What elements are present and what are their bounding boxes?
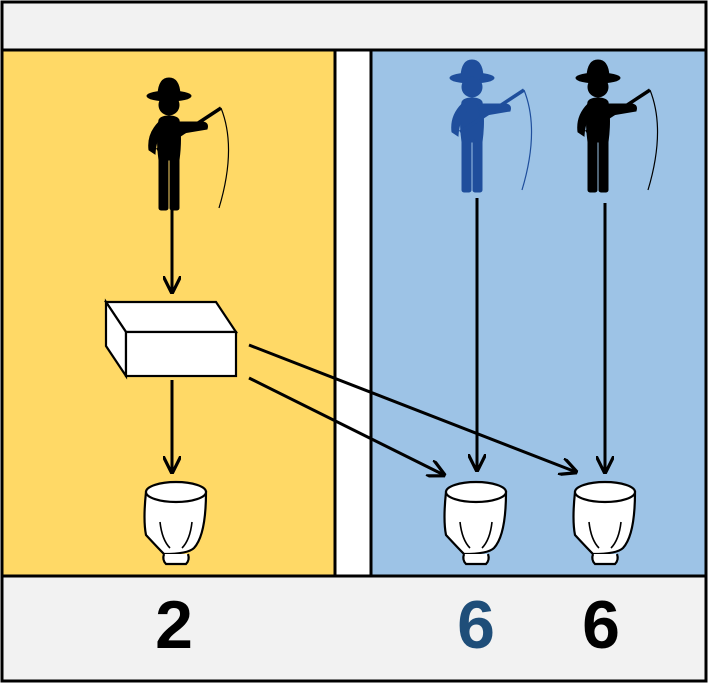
right-score: 6 (582, 587, 620, 663)
score-bar (0, 574, 708, 683)
header-bar (0, 0, 708, 52)
box-to-middle-bowl-arrow (248, 376, 444, 475)
box-to-right-bowl-arrow (248, 343, 576, 472)
panel-gap (333, 48, 373, 578)
left-score: 2 (155, 587, 193, 663)
right-panel (369, 48, 708, 578)
middle-score: 6 (457, 587, 495, 663)
open-box-icon (103, 298, 239, 380)
